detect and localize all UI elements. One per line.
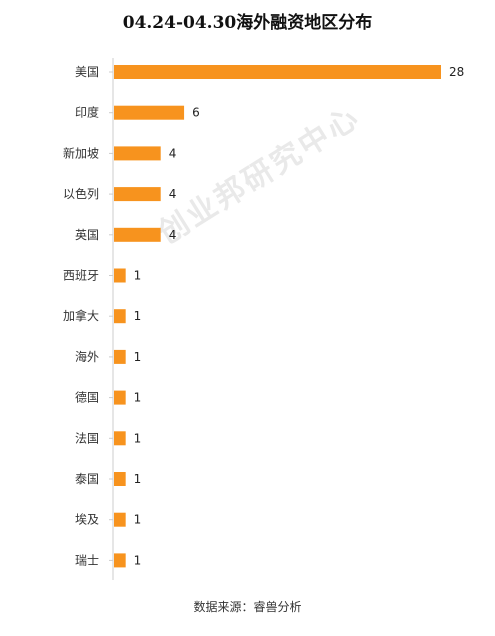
- category-label: 以色列: [63, 187, 99, 201]
- value-label: 4: [169, 187, 177, 201]
- data-source: 数据来源：睿兽分析: [193, 600, 302, 614]
- value-label: 1: [134, 513, 142, 527]
- category-label: 法国: [75, 431, 99, 445]
- category-label: 泰国: [75, 472, 99, 486]
- category-label: 美国: [75, 65, 99, 79]
- value-label: 1: [134, 309, 142, 323]
- bar: [114, 146, 161, 161]
- category-label: 印度: [75, 105, 99, 120]
- value-label: 1: [134, 350, 142, 364]
- bar: [114, 227, 161, 242]
- value-label: 28: [449, 65, 464, 79]
- bar: [114, 431, 126, 446]
- category-label: 西班牙: [63, 269, 99, 283]
- bar: [114, 268, 126, 283]
- bar: [114, 553, 126, 568]
- bar: [114, 349, 126, 364]
- chart-title: 04.24-04.30海外融资地区分布: [122, 13, 373, 33]
- value-label: 1: [134, 553, 142, 567]
- category-label: 埃及: [75, 513, 99, 527]
- category-label: 德国: [75, 390, 99, 405]
- category-label: 英国: [75, 228, 99, 242]
- value-label: 6: [192, 106, 200, 120]
- value-label: 4: [169, 146, 177, 160]
- bar: [114, 105, 185, 120]
- value-label: 1: [134, 269, 142, 283]
- value-label: 1: [134, 391, 142, 405]
- bar: [114, 65, 441, 79]
- value-label: 4: [169, 228, 177, 242]
- category-label: 加拿大: [63, 308, 99, 323]
- value-label: 1: [134, 431, 142, 445]
- value-label: 1: [134, 472, 142, 486]
- bar: [114, 309, 126, 324]
- bar: [114, 512, 126, 527]
- bar: [114, 472, 126, 486]
- category-label: 新加坡: [63, 145, 99, 160]
- category-label: 瑞士: [75, 553, 99, 567]
- bar: [114, 390, 126, 405]
- bar: [114, 187, 161, 202]
- bars-layer: 美国 28 印度 6 新加坡 4 以色列 4 英国 4 西班牙 1 加拿大 1 海外 1 德国 1 法国 1 泰国 1 埃及…: [63, 58, 464, 580]
- category-label: 海外: [75, 349, 99, 364]
